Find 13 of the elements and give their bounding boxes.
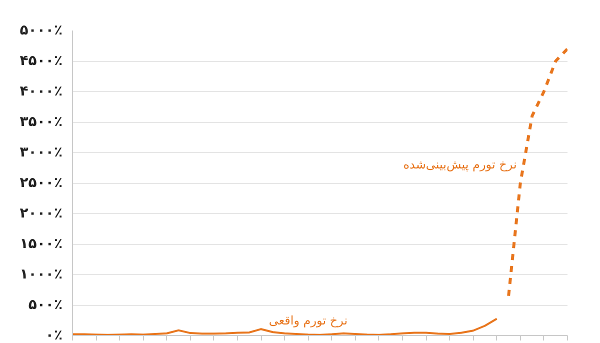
y-tick-label: ۰٪ [45,328,63,343]
y-tick-label: ۳۰۰۰٪ [20,144,63,160]
y-tick-label: ۳۵۰۰٪ [20,114,63,130]
y-tick-label: ۴۵۰۰٪ [20,53,63,69]
y-tick-label: ۵۰۰۰٪ [20,22,63,38]
y-tick-label: ۲۰۰۰٪ [20,206,63,222]
series-label: نرخ تورم واقعی [268,313,348,328]
y-tick-label: ۲۵۰۰٪ [20,175,63,191]
series-label: نرخ تورم پیش‌بینی‌شده [403,158,517,172]
y-tick-label: ۱۰۰۰٪ [20,266,63,282]
y-tick-label: ۱۵۰۰٪ [20,236,63,252]
y-tick-label: ۵۰۰٪ [28,297,63,313]
y-tick-label: ۴۰۰۰٪ [20,84,63,100]
